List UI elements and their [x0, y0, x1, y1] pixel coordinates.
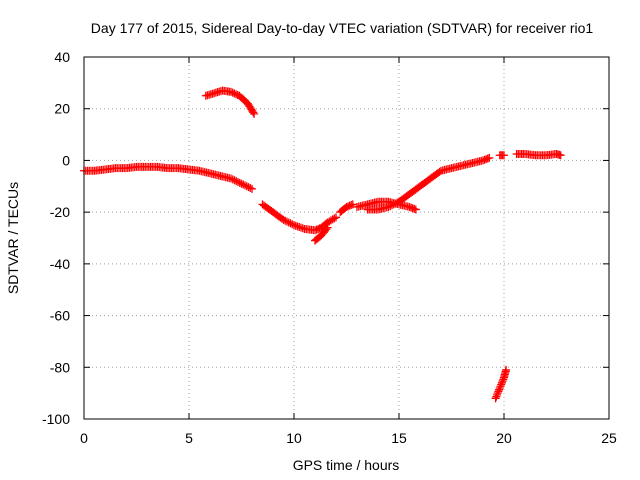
data-point-trough [283, 217, 291, 226]
x-tick-label: 20 [496, 430, 512, 446]
grid-lines [84, 57, 609, 419]
data-point-dip [493, 389, 502, 398]
data-point-trough [284, 218, 293, 227]
data-point-dip [495, 383, 504, 392]
data-point-rise [485, 153, 494, 162]
data-point-main [241, 181, 249, 190]
data-point-trough-tail [322, 225, 331, 234]
y-tick-label: -100 [42, 411, 70, 427]
x-axis-label: GPS time / hours [293, 457, 400, 473]
y-tick-labels: 40 20 0 -20 -40 -60 -80 -100 [42, 49, 70, 427]
chart-title: Day 177 of 2015, Sidereal Day-to-day VTE… [91, 20, 594, 36]
data-point-trough [288, 220, 297, 229]
data-point-main [239, 180, 248, 189]
data-point-main [242, 182, 251, 191]
x-tick-label: 10 [286, 430, 302, 446]
data-point-trough [332, 213, 340, 222]
data-point-dip [497, 380, 506, 389]
data-point-trough [279, 215, 288, 224]
x-tick-label: 15 [391, 430, 407, 446]
y-tick-label: -60 [50, 308, 70, 324]
y-tick-label: -20 [50, 204, 70, 220]
data-point-trough [286, 219, 295, 228]
data-point-dip [493, 390, 501, 399]
x-tick-label: 5 [185, 430, 193, 446]
data-point-upper-branch [232, 90, 241, 99]
data-point-rise [384, 202, 393, 211]
data-point-main [228, 175, 237, 184]
data-points [80, 86, 565, 403]
data-point-trough-tail [323, 223, 332, 232]
data-point-dip [491, 394, 500, 403]
x-tick-labels: 0 5 10 15 20 25 [80, 430, 617, 446]
data-point-rise [391, 199, 400, 208]
y-tick-label: 0 [62, 152, 70, 168]
data-point-trough [281, 216, 290, 225]
data-point-main [227, 174, 235, 183]
data-point-main [244, 183, 253, 192]
data-point-upper-branch [230, 89, 239, 98]
data-point-main [230, 176, 239, 185]
data-point-upper-branch [228, 88, 237, 97]
data-point-dip [496, 382, 505, 391]
data-point-main [248, 184, 256, 193]
y-tick-label: 20 [54, 101, 70, 117]
data-point-main [232, 177, 241, 186]
data-point-rise [386, 202, 395, 211]
data-point-mid-b [411, 205, 420, 214]
data-point-dip [497, 378, 506, 387]
data-point-trough [330, 214, 339, 223]
y-tick-label: -80 [50, 359, 70, 375]
data-point-dip [498, 377, 507, 386]
data-point-mid-a [348, 200, 357, 209]
data-point-upper-branch [250, 109, 259, 118]
data-point-main [237, 179, 246, 188]
x-tick-label: 0 [80, 430, 88, 446]
x-tick-label: 25 [601, 430, 617, 446]
axis-ticks [83, 56, 610, 420]
data-point-main [234, 177, 242, 186]
data-point-late [500, 151, 508, 160]
data-point-dip [502, 365, 511, 374]
data-point-main [246, 184, 255, 193]
data-point-rise [389, 200, 398, 209]
y-axis-label: SDTVAR / TECUs [5, 182, 21, 294]
data-point-upper-branch [249, 108, 258, 117]
data-point-dip [492, 392, 501, 401]
data-point-upper-branch [227, 87, 235, 96]
data-point-end [556, 151, 565, 160]
plot-frame [83, 56, 610, 420]
y-tick-label: 40 [54, 49, 70, 65]
data-point-main [235, 178, 244, 187]
data-point-dip [495, 385, 504, 394]
y-tick-label: -40 [50, 256, 70, 272]
data-point-rise [388, 201, 396, 210]
data-point-dip [494, 387, 503, 396]
